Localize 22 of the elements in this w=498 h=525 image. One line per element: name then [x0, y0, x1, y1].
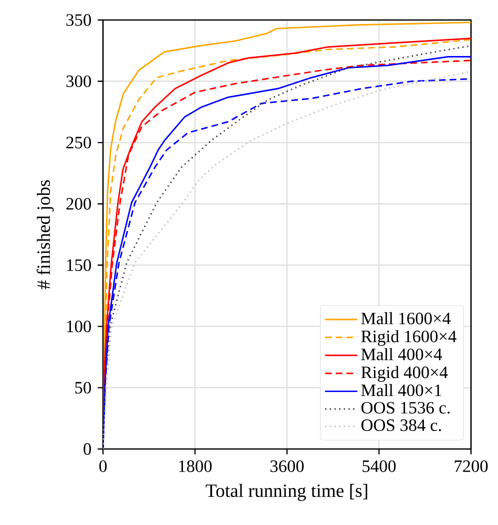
- x-tick-label: 0: [99, 460, 107, 472]
- legend-label: Rigid 400×4: [361, 366, 448, 382]
- y-tick-label: 350: [66, 14, 91, 26]
- legend-label: Mall 400×4: [361, 348, 442, 360]
- y-tick-label: 50: [75, 382, 91, 394]
- x-axis-title: Total running time [s]: [206, 484, 368, 501]
- y-axis-title: # finished jobs: [36, 180, 54, 290]
- legend-label: Mall 1600×4: [361, 312, 451, 324]
- y-tick-label: 250: [66, 136, 91, 148]
- y-tick-label: 150: [67, 259, 91, 271]
- y-tick-label: 0: [84, 443, 91, 455]
- y-tick-label: 300: [66, 75, 91, 88]
- x-tick-label: 3600: [270, 460, 304, 472]
- legend-label: OOS 384 c.: [361, 419, 441, 432]
- legend-label: Rigid 1600×4: [361, 330, 456, 346]
- x-tick-label: 5400: [362, 460, 396, 472]
- x-tick-label: 1800: [179, 460, 212, 472]
- y-tick-label: 200: [66, 198, 91, 210]
- legend-label: OOS 1536 c.: [361, 402, 450, 414]
- legend-label: Mall 400×1: [361, 384, 442, 396]
- y-tick-label: 100: [67, 320, 91, 332]
- x-tick-label: 7200: [454, 460, 488, 472]
